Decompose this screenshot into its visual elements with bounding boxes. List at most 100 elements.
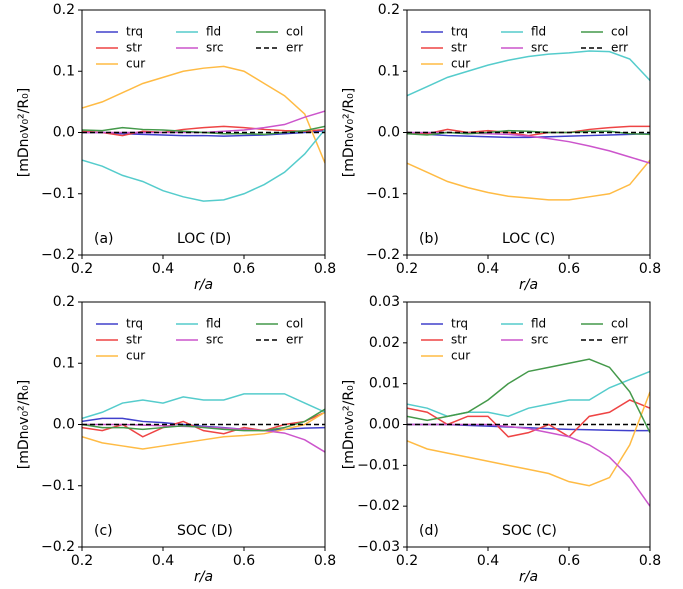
y-tick-label: 0.01 bbox=[369, 376, 400, 392]
panel-label: (a) bbox=[94, 231, 114, 247]
legend-label: fld bbox=[206, 317, 221, 331]
annotation: SOC (C) bbox=[502, 523, 557, 539]
legend-label: src bbox=[531, 333, 549, 347]
x-tick-label: 0.6 bbox=[558, 261, 580, 277]
legend-label: trq bbox=[451, 25, 468, 39]
x-tick-label: 0.4 bbox=[477, 261, 499, 277]
x-axis-label: r/a bbox=[519, 569, 538, 585]
annotation: LOC (C) bbox=[502, 231, 555, 247]
series-line bbox=[407, 423, 650, 432]
y-tick-label: −0.03 bbox=[357, 539, 400, 555]
y-tick-label: 0.2 bbox=[378, 2, 400, 18]
legend-label: err bbox=[286, 333, 303, 347]
y-tick-label: 0.2 bbox=[53, 294, 75, 310]
axes-frame bbox=[81, 9, 326, 256]
x-tick-label: 0.6 bbox=[558, 553, 580, 569]
x-tick-label: 0.2 bbox=[71, 553, 93, 569]
y-tick-label: −0.01 bbox=[357, 457, 400, 473]
x-axis-label: r/a bbox=[519, 277, 538, 293]
legend-label: str bbox=[126, 333, 142, 347]
panel: −0.2 −0.1 0.0 0.1 0.2 0.2 0.4 0.6 0.8 r/a [mDn₀v₀²… bbox=[16, 294, 336, 585]
y-tick-label: 0.1 bbox=[378, 63, 400, 79]
y-tick-label: −0.2 bbox=[41, 539, 75, 555]
legend-label: col bbox=[286, 25, 303, 39]
y-tick-label: 0.0 bbox=[53, 125, 75, 141]
x-tick-label: 0.6 bbox=[233, 261, 255, 277]
x-tick-label: 0.6 bbox=[233, 553, 255, 569]
legend-label: src bbox=[206, 333, 224, 347]
legend-label: src bbox=[531, 41, 549, 55]
panel-label: (d) bbox=[419, 523, 439, 539]
y-tick-label: 0.0 bbox=[378, 125, 400, 141]
legend-label: err bbox=[611, 333, 628, 347]
y-axis-label: [mDn₀v₀²/R₀] bbox=[16, 88, 32, 177]
series-line bbox=[407, 423, 650, 507]
x-tick-label: 0.8 bbox=[314, 261, 336, 277]
series-line bbox=[407, 358, 650, 434]
series-line bbox=[82, 128, 325, 202]
series-line bbox=[82, 65, 325, 164]
y-tick-label: 0.03 bbox=[369, 294, 400, 310]
legend-label: col bbox=[611, 317, 628, 331]
y-tick-label: 0.02 bbox=[369, 335, 400, 351]
y-tick-label: −0.1 bbox=[41, 186, 75, 202]
x-axis-label: r/a bbox=[194, 569, 213, 585]
axes-frame bbox=[406, 9, 651, 256]
legend-label: fld bbox=[206, 25, 221, 39]
panel: −0.2 −0.1 0.0 0.1 0.2 0.2 0.4 0.6 0.8 r/a [mDn₀v₀²… bbox=[341, 2, 661, 293]
series-line bbox=[407, 50, 650, 97]
legend-label: str bbox=[451, 41, 467, 55]
x-tick-label: 0.2 bbox=[71, 261, 93, 277]
annotation: LOC (D) bbox=[177, 231, 231, 247]
y-tick-label: 0.1 bbox=[53, 63, 75, 79]
legend-label: fld bbox=[531, 25, 546, 39]
x-axis-label: r/a bbox=[194, 277, 213, 293]
legend-label: cur bbox=[451, 57, 470, 71]
series-line bbox=[82, 125, 325, 137]
x-tick-label: 0.4 bbox=[152, 261, 174, 277]
panel: −0.03 −0.02 −0.01 0.00 0.01 0.02 0.03 0.2 0.4 0.6… bbox=[341, 294, 661, 585]
x-tick-label: 0.4 bbox=[152, 553, 174, 569]
series-line bbox=[82, 110, 325, 134]
x-tick-label: 0.8 bbox=[639, 261, 661, 277]
series-line bbox=[407, 391, 650, 487]
x-tick-label: 0.8 bbox=[314, 553, 336, 569]
legend-label: str bbox=[126, 41, 142, 55]
legend-label: trq bbox=[126, 25, 143, 39]
y-tick-label: −0.2 bbox=[41, 247, 75, 263]
panel: −0.2 −0.1 0.0 0.1 0.2 0.2 0.4 0.6 0.8 r/a [mDn₀v₀²… bbox=[16, 2, 336, 293]
axes-frame bbox=[406, 301, 651, 548]
legend-label: src bbox=[206, 41, 224, 55]
y-axis-label: [mDn₀v₀²/R₀] bbox=[16, 380, 32, 469]
legend-label: cur bbox=[126, 349, 145, 363]
series-line bbox=[407, 159, 650, 201]
series-line bbox=[82, 393, 325, 420]
y-tick-label: 0.00 bbox=[369, 417, 400, 433]
series-line bbox=[407, 131, 650, 139]
y-tick-label: 0.2 bbox=[53, 2, 75, 18]
x-tick-label: 0.8 bbox=[639, 553, 661, 569]
panel-label: (c) bbox=[94, 523, 113, 539]
legend-label: cur bbox=[451, 349, 470, 363]
legend-label: col bbox=[611, 25, 628, 39]
series-line bbox=[82, 408, 325, 432]
x-tick-label: 0.4 bbox=[477, 553, 499, 569]
legend-label: err bbox=[611, 41, 628, 55]
y-tick-label: −0.2 bbox=[366, 247, 400, 263]
y-tick-label: −0.1 bbox=[41, 478, 75, 494]
series-line bbox=[82, 129, 325, 137]
legend-label: err bbox=[286, 41, 303, 55]
legend-label: trq bbox=[451, 317, 468, 331]
y-axis-label: [mDn₀v₀²/R₀] bbox=[341, 88, 357, 177]
y-tick-label: 0.0 bbox=[53, 417, 75, 433]
legend-label: col bbox=[286, 317, 303, 331]
legend-label: str bbox=[451, 333, 467, 347]
annotation: SOC (D) bbox=[177, 523, 233, 539]
x-tick-label: 0.2 bbox=[396, 261, 418, 277]
y-tick-label: −0.1 bbox=[366, 186, 400, 202]
legend-label: fld bbox=[531, 317, 546, 331]
axes-frame bbox=[81, 301, 326, 548]
y-tick-label: −0.02 bbox=[357, 498, 400, 514]
series-line bbox=[407, 399, 650, 438]
